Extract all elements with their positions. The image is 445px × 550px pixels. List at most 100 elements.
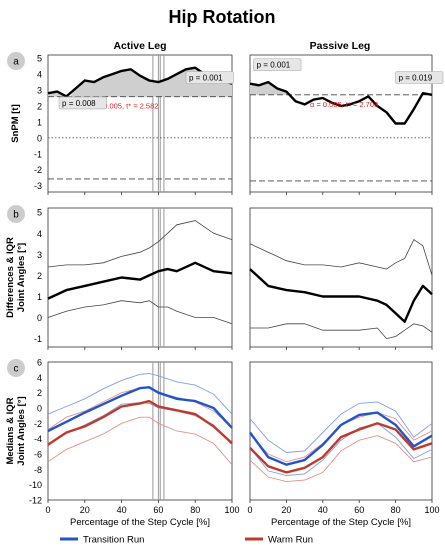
y-tick-label: -1 (34, 149, 42, 159)
transition-iqr-upper (47, 373, 233, 415)
difference-median-line (249, 268, 433, 323)
x-tick-label: 40 (318, 505, 328, 515)
p-value-box (58, 96, 107, 110)
y-tick-label: -6 (34, 450, 42, 460)
x-tick-label: 40 (117, 505, 127, 515)
p-value-badge: p = 0.019 (395, 71, 444, 84)
y-tick-label: 5 (37, 208, 42, 218)
transition-iqr-lower (249, 422, 433, 476)
y-tick-label: 5 (37, 54, 42, 64)
warm-iqr-lower (249, 435, 433, 483)
x-tick-label: 0 (247, 505, 252, 515)
panel-b-active (47, 207, 233, 350)
y-tick-label: 3 (37, 250, 42, 260)
figure-title: Hip Rotation (169, 7, 276, 27)
y-tick-label: 1 (37, 117, 42, 127)
panel-a-passive: α = 0.005, t* = 2.703 p = 0.001 p = 0.019 (249, 54, 444, 195)
y-tick-label: 6 (37, 358, 42, 368)
row-badge-circle (7, 359, 25, 377)
y-tick-label: 2 (37, 101, 42, 111)
column-title-active: Active Leg (113, 40, 166, 52)
row-badge-circle (7, 52, 25, 70)
x-axis-label: Percentage of the Step Cycle [%] (70, 517, 210, 528)
warm-iqr-upper (47, 386, 233, 430)
warm-iqr-lower (47, 416, 233, 465)
row-badge-label: b (13, 210, 19, 221)
difference-median-line (47, 261, 233, 300)
x-tick-label: 80 (391, 505, 401, 515)
y-tick-label: -12 (29, 496, 42, 506)
y-axis-label-c: Medians & IQRJoint Angles [°] (5, 396, 27, 465)
y-tick-label: 4 (37, 373, 42, 383)
x-axis-label: Percentage of the Step Cycle [%] (271, 517, 411, 528)
snpm-curve (249, 80, 433, 125)
y-tick-label: 2 (37, 271, 42, 281)
iqr-lower-line (47, 300, 233, 325)
x-tick-label: 0 (45, 505, 50, 515)
p-value-label: p = 0.001 (257, 61, 291, 70)
y-tick-label: 4 (37, 70, 42, 80)
y-tick-label: 0 (37, 404, 42, 414)
y-tick-label: -2 (34, 165, 42, 175)
p-value-badge: p = 0.008 (58, 96, 107, 110)
x-tick-label: 100 (224, 505, 239, 515)
y-axis-label-b: Differences & IQRJoint Angles [°] (5, 237, 27, 318)
panel-b-passive (249, 207, 433, 350)
row-badge-circle (7, 205, 25, 223)
transition-median-line (249, 411, 433, 466)
p-value-badge: p = 0.001 (253, 58, 302, 72)
p-value-badge: p = 0.001 (185, 71, 234, 84)
p-value-box (185, 71, 234, 84)
legend: Transition Run Warm Run (60, 535, 313, 546)
y-tick-label: 3 (37, 86, 42, 96)
iqr-upper-line (47, 220, 233, 268)
iqr-lower-line (250, 323, 433, 340)
y-tick-label: -3 (34, 181, 42, 191)
plot-frame (249, 54, 433, 193)
y-tick-label: -2 (34, 419, 42, 429)
x-tick-label: 20 (281, 505, 291, 515)
column-title-passive: Passive Leg (310, 40, 371, 52)
plot-frame (249, 207, 433, 348)
legend-label-transition: Transition Run (83, 535, 144, 546)
y-tick-label: 0 (37, 133, 42, 143)
x-tick-label: 20 (80, 505, 90, 515)
p-value-box (253, 58, 302, 72)
transition-iqr-upper (249, 401, 433, 453)
row-badge-a: a (7, 52, 25, 70)
y-tick-label: -1 (34, 334, 42, 344)
warm-median-line (47, 399, 233, 446)
x-tick-label: 60 (153, 505, 163, 515)
y-tick-label: 4 (37, 229, 42, 239)
p-value-box (395, 71, 444, 84)
row-badge-b: b (7, 205, 25, 223)
warm-median-line (249, 422, 433, 474)
plot-frame (47, 207, 233, 348)
y-tick-label: 1 (37, 292, 42, 302)
p-value-label: p = 0.001 (189, 73, 223, 82)
threshold-label: α = 0.005, t* = 2.703 (310, 100, 378, 109)
y-tick-label: -8 (34, 465, 42, 475)
panel-c-active: 0 20 40 60 80 100 Percentage of the Step Cycle… (45, 361, 240, 528)
plot-frame (47, 54, 233, 193)
x-tick-label: 60 (354, 505, 364, 515)
y-tick-label: -4 (34, 434, 42, 444)
row-badge-label: c (14, 364, 19, 375)
y-tick-label: 0 (37, 313, 42, 323)
panel-c-passive: 0 20 40 60 80 100 Percentage of the Step Cycle… (247, 361, 440, 528)
x-tick-label: 80 (190, 505, 200, 515)
transition-median-line (47, 386, 233, 433)
row-badge-c: c (7, 359, 25, 377)
x-tick-label: 100 (424, 505, 439, 515)
y-tick-label: 2 (37, 388, 42, 398)
legend-label-warm: Warm Run (268, 535, 313, 546)
threshold-label: α = 0.005, t* = 2.582 (90, 102, 158, 111)
iqr-upper-line (249, 239, 433, 276)
y-axis-label-a: SnPM [t] (10, 104, 21, 143)
row-badge-label: a (13, 57, 19, 68)
p-value-label: p = 0.019 (399, 73, 433, 82)
y-tick-label: -10 (29, 480, 42, 490)
